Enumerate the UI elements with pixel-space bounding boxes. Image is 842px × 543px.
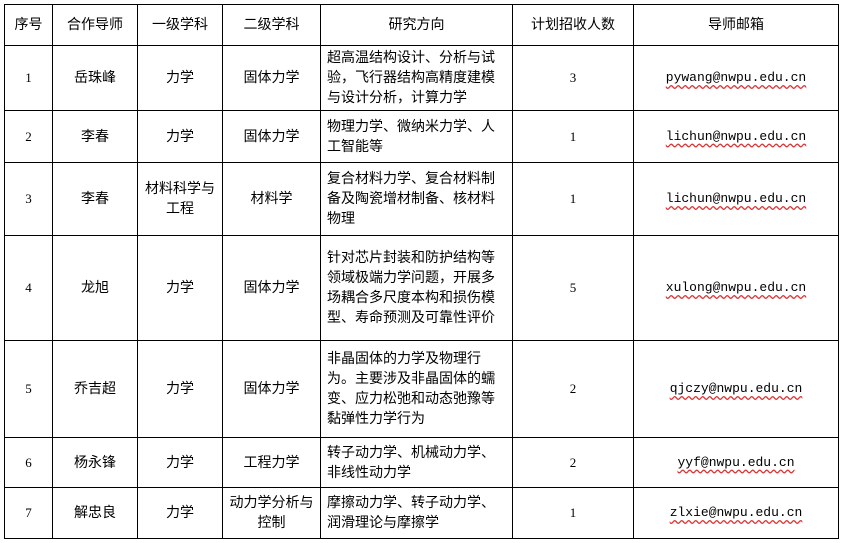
research-direction-cell: 物理力学、微纳米力学、人工智能等 — [320, 110, 513, 163]
second-discipline-cell: 固体力学 — [222, 110, 321, 163]
enrollment-count-cell: 2 — [512, 437, 634, 488]
second-discipline-cell: 固体力学 — [222, 340, 321, 438]
email-cell: zlxie@nwpu.edu.cn — [633, 487, 839, 539]
first-discipline-cell: 力学 — [137, 235, 223, 341]
table-row: 2 李春 力学 固体力学 物理力学、微纳米力学、人工智能等 1 lichun@nwpu.ed… — [4, 110, 839, 163]
index-cell: 3 — [4, 162, 53, 236]
header-cell: 一级学科 — [137, 4, 223, 46]
email-text: qjczy@nwpu.edu.cn — [669, 381, 803, 396]
page: 序号 合作导师 一级学科 二级学科 研究方向 计划招收人数 导师邮箱 1 岳珠峰 力学 固体力学超… — [4, 4, 839, 539]
index-cell: 5 — [4, 340, 53, 438]
email-cell: yyf@nwpu.edu.cn — [633, 437, 839, 488]
header-cell: 序号 — [4, 4, 53, 46]
header-cell: 二级学科 — [222, 4, 321, 46]
first-discipline-cell: 力学 — [137, 110, 223, 163]
index-cell: 7 — [4, 487, 53, 539]
first-discipline-cell: 力学 — [137, 340, 223, 438]
supervisor-cell: 乔吉超 — [52, 340, 138, 438]
second-discipline-cell: 固体力学 — [222, 235, 321, 341]
enrollment-count-cell: 1 — [512, 487, 634, 539]
email-cell: pywang@nwpu.edu.cn — [633, 45, 839, 111]
header-row: 序号 合作导师 一级学科 二级学科 研究方向 计划招收人数 导师邮箱 — [4, 4, 839, 46]
header-cell: 合作导师 — [52, 4, 138, 46]
research-direction-cell: 复合材料力学、复合材料制备及陶瓷增材制备、核材料物理 — [320, 162, 513, 236]
header-cell: 计划招收人数 — [512, 4, 634, 46]
index-cell: 1 — [4, 45, 53, 111]
first-discipline-cell: 力学 — [137, 437, 223, 488]
email-cell: xulong@nwpu.edu.cn — [633, 235, 839, 341]
table-row: 1 岳珠峰 力学 固体力学 超高温结构设计、分析与试验，飞行器结构高精度建模与设计分析，… — [4, 45, 839, 111]
research-direction-cell: 非晶固体的力学及物理行为。主要涉及非晶固体的蠕变、应力松弛和动态弛豫等黏弹性力学… — [320, 340, 513, 438]
first-discipline-cell: 力学 — [137, 45, 223, 111]
second-discipline-cell: 材料学 — [222, 162, 321, 236]
research-direction-cell: 转子动力学、机械动力学、非线性动力学 — [320, 437, 513, 488]
email-text: lichun@nwpu.edu.cn — [665, 128, 807, 144]
supervisor-cell: 岳珠峰 — [52, 45, 138, 111]
supervisor-cell: 李春 — [52, 162, 138, 236]
second-discipline-cell: 工程力学 — [222, 437, 321, 488]
header-cell: 导师邮箱 — [633, 4, 839, 46]
enrollment-count-cell: 1 — [512, 110, 634, 163]
supervisor-table: 序号 合作导师 一级学科 二级学科 研究方向 计划招收人数 导师邮箱 1 岳珠峰 力学 固体力学超… — [4, 4, 839, 539]
header-cell: 研究方向 — [320, 4, 513, 46]
email-cell: lichun@nwpu.edu.cn — [633, 110, 839, 163]
email-text: yyf@nwpu.edu.cn — [677, 454, 795, 470]
research-direction-cell: 摩擦动力学、转子动力学、润滑理论与摩擦学 — [320, 487, 513, 539]
supervisor-cell: 解忠良 — [52, 487, 138, 539]
first-discipline-cell: 材料科学与工程 — [137, 162, 223, 236]
enrollment-count-cell: 5 — [512, 235, 634, 341]
index-cell: 2 — [4, 110, 53, 163]
table-row: 6 杨永锋 力学 工程力学 转子动力学、机械动力学、非线性动力学 2 yyf@nwpu.ed… — [4, 437, 839, 488]
enrollment-count-cell: 2 — [512, 340, 634, 438]
supervisor-cell: 龙旭 — [52, 235, 138, 341]
supervisor-cell: 李春 — [52, 110, 138, 163]
email-text: pywang@nwpu.edu.cn — [665, 70, 807, 85]
index-cell: 4 — [4, 235, 53, 341]
research-direction-cell: 超高温结构设计、分析与试验，飞行器结构高精度建模与设计分析，计算力学 — [320, 45, 513, 111]
email-text: xulong@nwpu.edu.cn — [665, 280, 807, 295]
table-row: 3 李春 材料科学与工程 材料学 复合材料力学、复合材料制备及陶瓷增材制备、核材料物理 1… — [4, 162, 839, 236]
email-cell: qjczy@nwpu.edu.cn — [633, 340, 839, 438]
email-cell: lichun@nwpu.edu.cn — [633, 162, 839, 236]
enrollment-count-cell: 1 — [512, 162, 634, 236]
table-row: 4 龙旭 力学 固体力学 针对芯片封装和防护结构等领域极端力学问题，开展多场耦合多尺度本… — [4, 235, 839, 341]
second-discipline-cell: 动力学分析与控制 — [222, 487, 321, 539]
research-direction-cell: 针对芯片封装和防护结构等领域极端力学问题，开展多场耦合多尺度本构和损伤模型、寿命… — [320, 235, 513, 341]
first-discipline-cell: 力学 — [137, 487, 223, 539]
enrollment-count-cell: 3 — [512, 45, 634, 111]
email-text: zlxie@nwpu.edu.cn — [669, 505, 803, 520]
email-text: lichun@nwpu.edu.cn — [665, 191, 807, 206]
second-discipline-cell: 固体力学 — [222, 45, 321, 111]
index-cell: 6 — [4, 437, 53, 488]
supervisor-cell: 杨永锋 — [52, 437, 138, 488]
table-row: 5 乔吉超 力学 固体力学 非晶固体的力学及物理行为。主要涉及非晶固体的蠕变、应力松弛和… — [4, 340, 839, 438]
table-row: 7 解忠良 力学 动力学分析与控制 摩擦动力学、转子动力学、润滑理论与摩擦学 1 zlxie… — [4, 487, 839, 539]
